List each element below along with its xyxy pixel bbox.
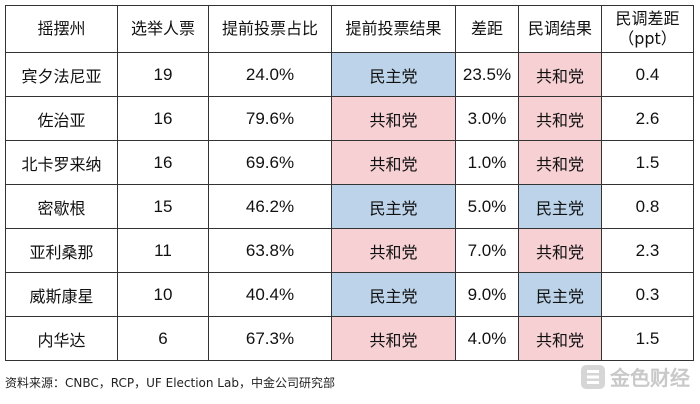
poll-result-cell: 共和党 <box>518 140 602 185</box>
electoral-votes-cell: 10 <box>117 272 209 317</box>
header-poll-gap-label: 民调差距 <box>615 9 680 28</box>
early-vote-share-cell: 63.8% <box>208 228 332 273</box>
poll-gap-cell: 0.4 <box>601 52 694 97</box>
poll-result-cell: 民主党 <box>518 184 602 229</box>
poll-result-cell: 共和党 <box>518 96 602 141</box>
early-vote-share-cell: 24.0% <box>208 52 332 97</box>
gap-cell: 4.0% <box>455 316 519 361</box>
early-vote-result-cell: 共和党 <box>331 96 456 141</box>
header-state: 摇摆州 <box>5 5 118 53</box>
poll-result-cell: 共和党 <box>518 228 602 273</box>
electoral-votes-cell: 15 <box>117 184 209 229</box>
gap-cell: 5.0% <box>455 184 519 229</box>
gap-cell: 23.5% <box>455 52 519 97</box>
early-vote-share-cell: 67.3% <box>208 316 332 361</box>
electoral-votes-cell: 11 <box>117 228 209 273</box>
poll-gap-cell: 2.6 <box>601 96 694 141</box>
state-cell: 亚利桑那 <box>5 228 118 273</box>
table-row: 佐治亚 16 79.6% 共和党 3.0% 共和党 2.6 <box>5 96 694 141</box>
early-vote-share-cell: 69.6% <box>208 140 332 185</box>
electoral-votes-cell: 16 <box>117 140 209 185</box>
header-electoral-votes: 选举人票 <box>117 5 209 53</box>
state-cell: 北卡罗来纳 <box>5 140 118 185</box>
state-cell: 密歇根 <box>5 184 118 229</box>
poll-result-cell: 共和党 <box>518 52 602 97</box>
table-row: 威斯康星 10 40.4% 民主党 9.0% 民主党 0.3 <box>5 272 694 317</box>
gap-cell: 9.0% <box>455 272 519 317</box>
gap-cell: 7.0% <box>455 228 519 273</box>
early-vote-result-cell: 共和党 <box>331 316 456 361</box>
watermark-text: 金色财经 <box>610 366 690 390</box>
header-early-vote-result: 提前投票结果 <box>331 5 456 53</box>
jinse-logo-icon <box>581 364 605 389</box>
poll-gap-cell: 1.5 <box>601 316 694 361</box>
watermark: 金色财经 <box>580 362 690 391</box>
electoral-votes-cell: 16 <box>117 96 209 141</box>
source-footnote: 资料来源：CNBC，RCP，UF Election Lab，中金公司研究部 <box>5 376 335 390</box>
gap-cell: 1.0% <box>455 140 519 185</box>
early-vote-result-cell: 民主党 <box>331 272 456 317</box>
state-cell: 佐治亚 <box>5 96 118 141</box>
header-gap: 差距 <box>455 5 519 53</box>
header-poll-gap: 民调差距 （ppt） <box>601 5 694 53</box>
table-row: 内华达 6 67.3% 共和党 4.0% 共和党 1.5 <box>5 316 694 361</box>
electoral-votes-cell: 6 <box>117 316 209 361</box>
header-row: 摇摆州 选举人票 提前投票占比 提前投票结果 差距 民调结果 民调差距 （ppt… <box>5 5 694 53</box>
early-vote-result-cell: 民主党 <box>331 52 456 97</box>
poll-result-cell: 共和党 <box>518 316 602 361</box>
header-poll-gap-unit: （ppt） <box>618 29 677 48</box>
table-row: 密歇根 15 46.2% 民主党 5.0% 民主党 0.8 <box>5 184 694 229</box>
early-vote-share-cell: 79.6% <box>208 96 332 141</box>
gap-cell: 3.0% <box>455 96 519 141</box>
poll-gap-cell: 2.3 <box>601 228 694 273</box>
table-row: 北卡罗来纳 16 69.6% 共和党 1.0% 共和党 1.5 <box>5 140 694 185</box>
state-cell: 宾夕法尼亚 <box>5 52 118 97</box>
early-vote-result-cell: 共和党 <box>331 228 456 273</box>
header-poll-result: 民调结果 <box>518 5 602 53</box>
swing-state-table: 摇摆州 选举人票 提前投票占比 提前投票结果 差距 民调结果 民调差距 （ppt… <box>5 5 694 361</box>
poll-result-cell: 民主党 <box>518 272 602 317</box>
early-vote-result-cell: 民主党 <box>331 184 456 229</box>
table-row: 亚利桑那 11 63.8% 共和党 7.0% 共和党 2.3 <box>5 228 694 273</box>
table-row: 宾夕法尼亚 19 24.0% 民主党 23.5% 共和党 0.4 <box>5 52 694 97</box>
state-cell: 内华达 <box>5 316 118 361</box>
poll-gap-cell: 0.3 <box>601 272 694 317</box>
early-vote-share-cell: 46.2% <box>208 184 332 229</box>
early-vote-result-cell: 共和党 <box>331 140 456 185</box>
electoral-votes-cell: 19 <box>117 52 209 97</box>
poll-gap-cell: 0.8 <box>601 184 694 229</box>
header-early-vote-share: 提前投票占比 <box>208 5 332 53</box>
poll-gap-cell: 1.5 <box>601 140 694 185</box>
state-cell: 威斯康星 <box>5 272 118 317</box>
early-vote-share-cell: 40.4% <box>208 272 332 317</box>
